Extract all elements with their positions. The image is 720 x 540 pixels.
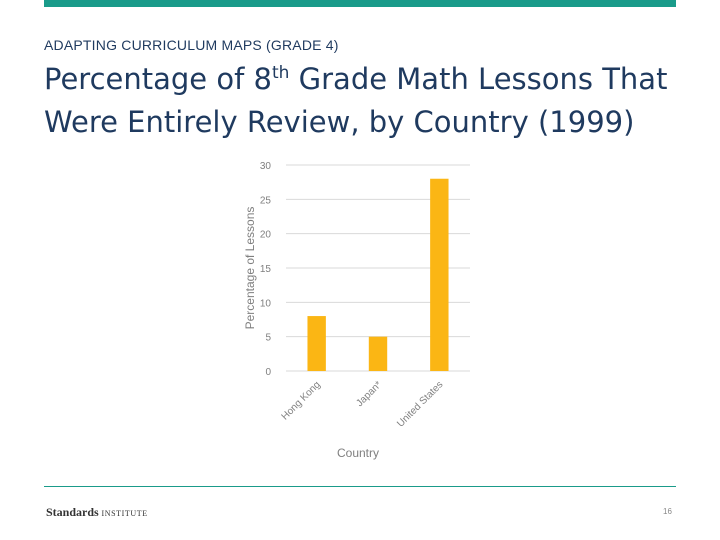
title-text-end: Grade Math Lessons That Were Entirely Re…: [44, 62, 668, 139]
title-text-start: Percentage of 8: [44, 62, 272, 96]
page-number: 16: [663, 507, 672, 516]
logo-word-institute: INSTITUTE: [101, 509, 148, 518]
logo-word-standards: Standards: [46, 505, 99, 519]
x-tick-label: Japan*: [354, 379, 384, 409]
standards-institute-logo: Standards INSTITUTE: [46, 505, 148, 520]
y-tick-label: 0: [265, 367, 271, 378]
y-tick-label: 30: [260, 161, 272, 172]
x-axis-title: Country: [337, 446, 379, 460]
y-tick-label: 20: [260, 230, 272, 241]
y-axis-title: Percentage of Lessons: [243, 207, 257, 330]
x-tick-label: United States: [395, 379, 445, 429]
bar: [307, 316, 326, 371]
y-tick-label: 15: [260, 264, 272, 275]
title-superscript: th: [271, 63, 290, 83]
y-tick-label: 5: [265, 333, 271, 344]
top-accent-bar: [44, 0, 676, 7]
footer-divider: [44, 486, 676, 487]
slide-title: Percentage of 8th Grade Math Lessons Tha…: [44, 58, 694, 144]
x-tick-label: Hong Kong: [280, 379, 323, 422]
section-eyebrow: ADAPTING CURRICULUM MAPS (GRADE 4): [44, 37, 339, 53]
y-tick-label: 25: [260, 195, 272, 206]
y-tick-label: 10: [260, 298, 272, 309]
bar: [430, 178, 449, 371]
bar: [368, 336, 388, 371]
